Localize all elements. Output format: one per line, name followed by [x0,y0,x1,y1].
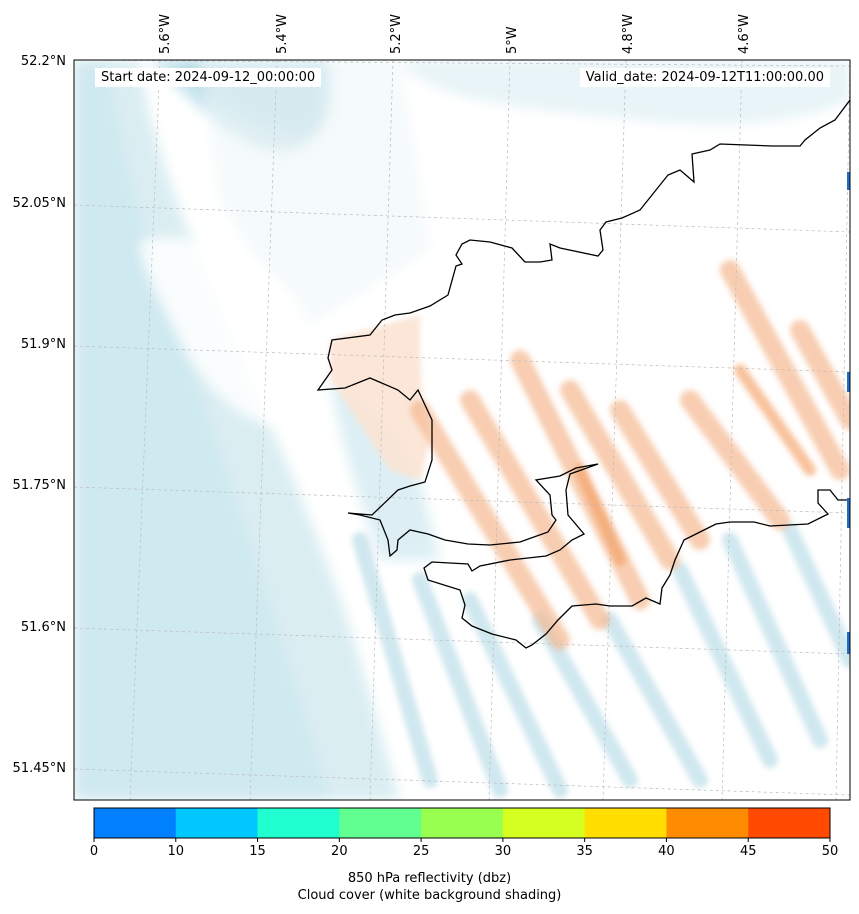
lon-label: 5°W [505,26,520,54]
colorbar-tick-label: 40 [658,844,675,859]
coastline-north [316,99,850,649]
colorbar-title: 850 hPa reflectivity (dbz) [347,871,512,886]
lon-label: 5.6°W [158,14,173,54]
lon-label: 4.8°W [621,14,636,54]
lat-label: 51.6°N [21,620,66,635]
colorbar-segment [502,808,586,838]
colorbar-tick-label: 10 [167,844,185,859]
latitude-labels: 52.2°N 52.05°N 51.9°N 51.75°N 51.6°N 51.… [13,54,66,776]
lat-label: 51.45°N [13,761,66,776]
colorbar-tick-label: 35 [576,844,593,859]
map-plot-area [74,60,850,800]
reflectivity-shading [330,260,850,650]
lat-label: 51.75°N [13,478,66,493]
colorbar-segment [748,808,831,838]
start-date-label: Start date: 2024-09-12_00:00:00 [95,68,322,87]
lat-label: 52.2°N [21,54,66,69]
colorbar-segment [257,808,340,838]
colorbar [93,807,831,842]
colorbar-tick-label: 20 [331,844,348,859]
colorbar-segment [666,808,749,838]
colorbar-frame [93,807,831,839]
colorbar-segment [94,808,177,838]
colorbar-tick-label: 15 [249,844,266,859]
colorbar-tick-label: 50 [821,844,839,859]
valid-date-label: Valid_date: 2024-09-12T11:00:00.00 [579,68,830,87]
lon-label: 4.6°W [737,14,752,54]
colorbar-tick-label: 45 [739,844,757,859]
colorbar-segment [339,808,422,838]
edge-reflectivity-marks [847,172,850,654]
colorbar-subtitle: Cloud cover (white background shading) [297,888,562,903]
colorbar-tick-label: 30 [494,844,512,859]
colorbar-tick-label: 0 [89,844,99,859]
lon-label: 5.2°W [389,14,404,54]
map-frame [73,59,851,801]
colorbar-segment [175,808,259,838]
lat-label: 52.05°N [13,196,66,211]
colorbar-tick-label: 25 [412,844,430,859]
longitude-labels: 5.6°W 5.4°W 5.2°W 5°W 4.8°W 4.6°W [158,14,752,54]
lon-label: 5.4°W [275,14,290,54]
colorbar-segment [421,808,504,838]
lat-label: 51.9°N [21,337,66,352]
colorbar-segment [584,808,667,838]
